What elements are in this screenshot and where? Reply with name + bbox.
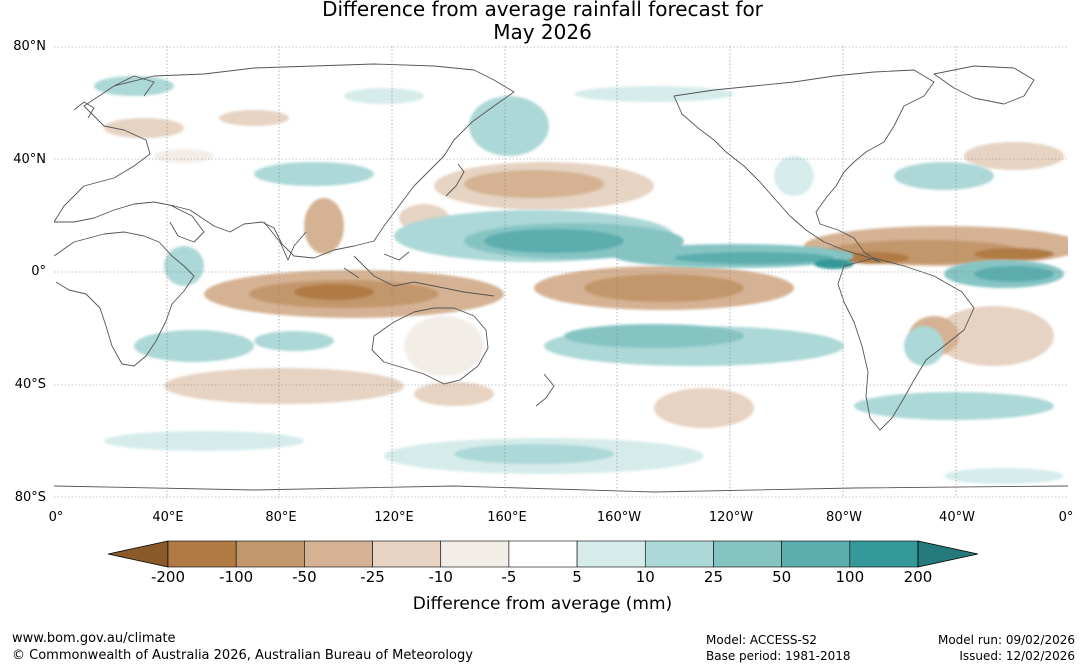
lon-label-0-right: 0° — [1058, 510, 1074, 525]
lat-label-equator: 0° — [31, 264, 46, 279]
colorbar-tick-label: 200 — [903, 568, 933, 586]
lat-label-80n: 80°N — [13, 39, 46, 54]
colorbar-swatch — [849, 540, 919, 568]
colorbar-tick-label: 50 — [772, 568, 792, 586]
lon-label-40w: 40°W — [939, 510, 975, 525]
colorbar-extend-high — [917, 540, 979, 568]
colorbar-swatch — [167, 540, 237, 568]
colorbar-swatch — [235, 540, 305, 568]
colorbar-tick-label: 25 — [703, 568, 723, 586]
dry-anomaly-regions — [104, 110, 1068, 428]
colorbar-tick-label: 10 — [635, 568, 655, 586]
footer-copyright: © Commonwealth of Australia 2026, Austra… — [12, 648, 473, 663]
colorbar-swatch — [304, 540, 373, 568]
lon-label-40e: 40°E — [152, 510, 184, 525]
footer-model-run: Model run: 09/02/2026 — [937, 633, 1075, 647]
lat-label-40n: 40°N — [13, 152, 46, 167]
colorbar-swatch — [372, 540, 442, 568]
title-line-2: May 2026 — [493, 20, 592, 44]
colorbar-swatches — [107, 540, 979, 568]
colorbar-swatch — [644, 540, 714, 568]
lat-label-40s: 40°S — [14, 377, 46, 392]
lon-label-160w: 160°W — [596, 510, 642, 525]
footer-model: Model: ACCESS-S2 — [706, 633, 818, 647]
coastlines — [54, 63, 1068, 493]
footer-base-period: Base period: 1981-2018 — [706, 649, 851, 663]
map-title: Difference from average rainfall forecas… — [0, 0, 1085, 44]
colorbar-swatch — [508, 540, 578, 568]
colorbar-tick-label: 5 — [572, 568, 582, 586]
colorbar-tick-label: -100 — [219, 568, 254, 586]
colorbar-tick-label: -50 — [292, 568, 317, 586]
colorbar-tick-label: 100 — [835, 568, 865, 586]
colorbar — [107, 540, 979, 568]
colorbar-tick-label: -200 — [150, 568, 186, 586]
lon-label-0-left: 0° — [48, 510, 64, 525]
colorbar-swatch — [440, 540, 510, 568]
lon-label-80e: 80°E — [265, 510, 297, 525]
rainfall-anomaly-map — [54, 46, 1068, 498]
lon-label-160e: 160°E — [487, 510, 527, 525]
colorbar-extend-low — [107, 540, 169, 568]
colorbar-title: Difference from average (mm) — [412, 594, 673, 614]
colorbar-swatch — [713, 540, 782, 568]
colorbar-tick-label: -5 — [501, 568, 517, 586]
title-line-1: Difference from average rainfall forecas… — [322, 0, 763, 21]
footer-issued: Issued: 12/02/2026 — [959, 649, 1075, 663]
lon-label-80w: 80°W — [826, 510, 862, 525]
map-canvas — [54, 46, 1068, 498]
colorbar-tick-label: -10 — [428, 568, 453, 586]
wet-anomaly-regions — [94, 76, 1064, 484]
colorbar-swatch — [781, 540, 851, 568]
lon-label-120e: 120°E — [374, 510, 414, 525]
lon-label-120w: 120°W — [708, 510, 754, 525]
colorbar-swatch — [576, 540, 646, 568]
footer-website: www.bom.gov.au/climate — [12, 631, 176, 646]
graticule — [54, 46, 1068, 498]
colorbar-tick-label: -25 — [360, 568, 385, 586]
lat-label-80s: 80°S — [14, 490, 46, 505]
